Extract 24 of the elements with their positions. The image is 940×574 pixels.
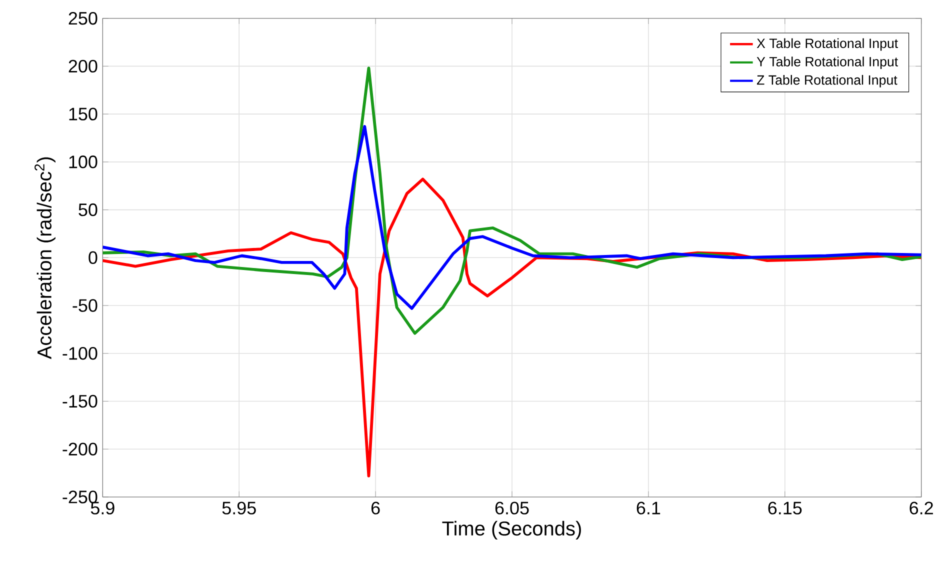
x-tick-label: 5.95	[222, 502, 256, 514]
y-tick-label: 200	[68, 60, 98, 73]
x-tick-label: 6.2	[910, 502, 933, 514]
legend-label: X Table Rotational Input	[756, 38, 898, 51]
x-tick-label: 6.05	[495, 502, 529, 514]
y-tick-label: 250	[68, 12, 98, 25]
x-tick-label: 6.1	[636, 502, 660, 514]
legend-label: Z Table Rotational Input	[756, 74, 898, 88]
y-tick-label: 150	[69, 108, 98, 120]
y-tick-label: -250	[62, 490, 98, 504]
y-tick-label: 100	[69, 156, 98, 168]
line-series	[102, 125, 922, 310]
x-tick-label: 5.9	[90, 502, 114, 514]
y-tick-label: 0	[88, 251, 98, 264]
y-axis-title: Acceleration (rad/sec$^{2}$)	[34, 157, 56, 360]
x-axis-title: Time (Seconds)	[442, 520, 581, 540]
y-tick-label: -200	[62, 442, 98, 456]
y-tick-label: -50	[72, 299, 98, 312]
x-tick-label: 6	[371, 502, 380, 514]
y-tick-label: 50	[78, 203, 98, 216]
y-tick-label: -100	[62, 347, 98, 360]
legend-label: Y Table Rotational Input	[756, 56, 898, 70]
x-tick-label: 6.15	[768, 502, 802, 514]
y-tick-label: -150	[62, 394, 98, 408]
